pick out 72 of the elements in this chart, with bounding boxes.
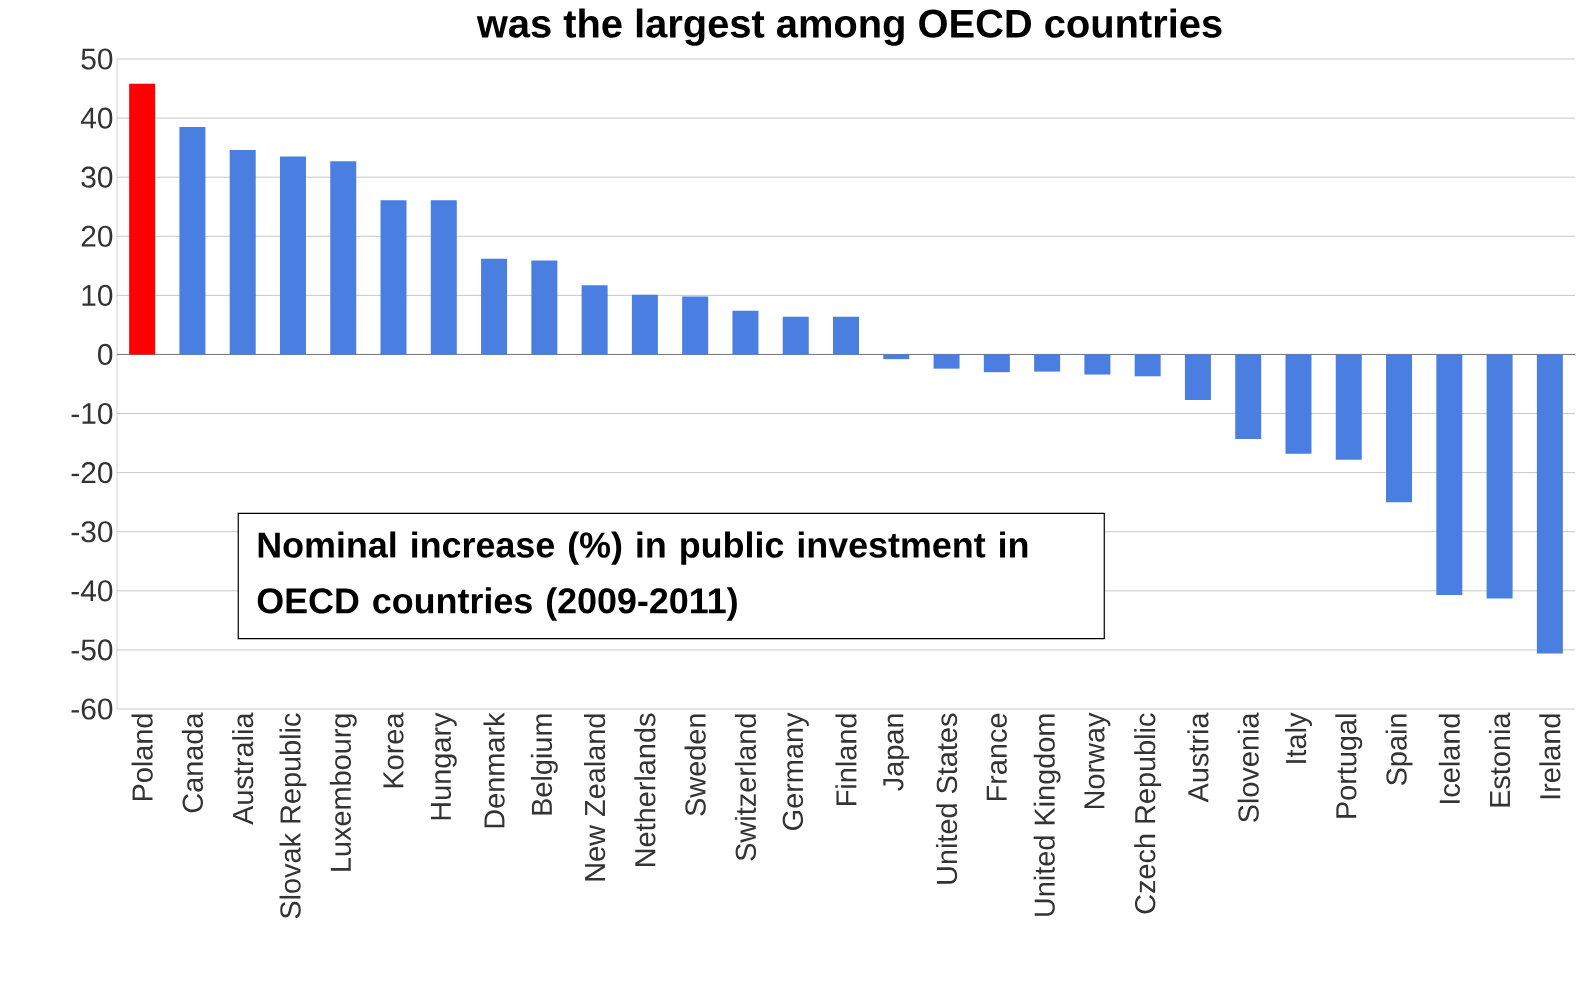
bar — [179, 126, 206, 355]
x-tick-label: Switzerland — [734, 714, 757, 861]
x-tick-label: Spain — [1385, 714, 1413, 786]
x-tick-label: Hungary — [430, 712, 457, 820]
x-tick-label: Japan — [883, 714, 910, 791]
bar — [933, 354, 960, 369]
chart-title: was the largest among OECD countries — [476, 8, 1222, 46]
y-tick-label: -50 — [71, 639, 113, 661]
x-tick-label: Norway — [1084, 712, 1111, 809]
bar — [782, 316, 809, 355]
annotation: Nominal increase (%) in public investment in OECD countries (2009-2011) — [257, 531, 1028, 621]
bar — [1235, 354, 1262, 439]
bar — [983, 354, 1010, 373]
x-tick-label: Sweden — [684, 714, 706, 816]
x-tick-label: Austria — [1187, 712, 1209, 803]
bar — [732, 310, 759, 355]
x-tick-label: New Zealand — [584, 714, 606, 881]
bar — [1486, 354, 1513, 599]
bar — [581, 285, 608, 355]
x-tick-label: Czech Republic — [1134, 713, 1162, 914]
x-tick-label: Belgium — [530, 714, 558, 815]
x-tick-label: Denmark — [483, 712, 505, 828]
y-tick-label: -30 — [71, 521, 113, 543]
x-tick-label: Slovenia — [1237, 712, 1259, 823]
bar — [330, 161, 357, 355]
bar — [1536, 354, 1563, 654]
bar — [1184, 354, 1211, 400]
bar — [380, 200, 407, 355]
y-tick-label: -20 — [71, 462, 113, 484]
x-tick-label: Luxembourg — [329, 714, 357, 871]
x-tick-label: Germany — [782, 712, 809, 830]
x-tick-label: Estonia — [1488, 712, 1511, 807]
x-tick-label: Canada — [181, 712, 204, 813]
x-tick-label: United States — [935, 713, 958, 884]
bar — [1285, 354, 1312, 454]
bar — [129, 83, 156, 355]
x-tick-label: Slovak Republic — [279, 713, 307, 919]
bar — [883, 354, 910, 360]
x-tick-label: Ireland — [1539, 714, 1561, 799]
bar — [1134, 354, 1161, 377]
x-tick-label: Netherlands — [634, 713, 656, 866]
y-tick-label: 30 — [81, 166, 113, 188]
bar — [1034, 354, 1061, 372]
y-tick-label: 40 — [80, 107, 113, 129]
y-tick-label: -10 — [71, 402, 113, 425]
bar — [481, 258, 508, 355]
bar — [1335, 354, 1362, 460]
bar — [631, 294, 658, 355]
bar — [1084, 354, 1111, 375]
x-tick-label: Portugal — [1335, 714, 1363, 818]
x-tick-label: Finland — [835, 714, 857, 805]
x-tick-label: Italy — [1285, 712, 1312, 763]
x-tick-label: Poland — [131, 714, 153, 801]
bar — [430, 200, 457, 355]
bar — [1386, 354, 1413, 503]
y-tick-label: 10 — [82, 284, 113, 306]
bar — [229, 149, 256, 355]
bar — [833, 316, 859, 355]
x-tick-label: France — [986, 713, 1007, 801]
x-tick-label: United Kingdom — [1033, 714, 1061, 916]
y-tick-label: -40 — [71, 580, 113, 602]
bar — [682, 296, 709, 355]
bar — [1436, 354, 1463, 595]
x-tick-label: Korea — [383, 712, 404, 788]
y-tick-label: 20 — [81, 225, 113, 247]
y-tick-label: 0 — [98, 343, 113, 366]
y-tick-label: -60 — [71, 698, 113, 720]
bar — [279, 156, 306, 355]
bar — [531, 260, 558, 355]
x-tick-label: Australia — [232, 712, 254, 825]
x-tick-label: Iceland — [1438, 714, 1460, 804]
y-tick-label: 50 — [81, 48, 113, 70]
